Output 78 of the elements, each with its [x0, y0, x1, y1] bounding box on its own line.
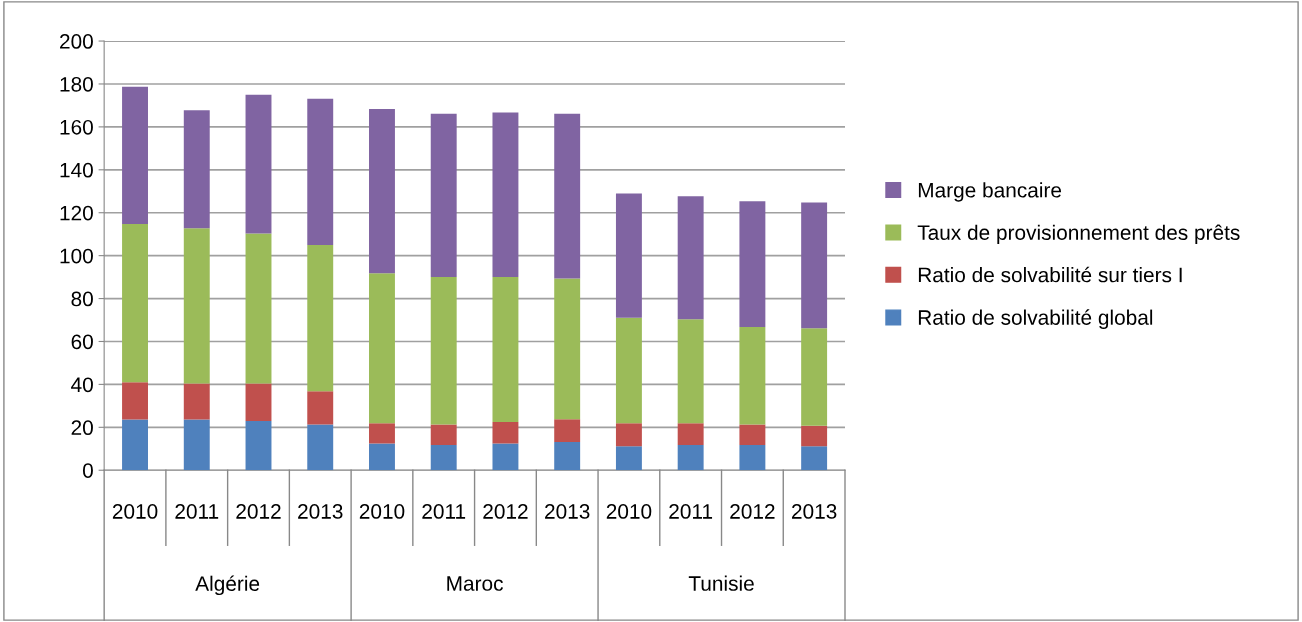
bar: [307, 424, 334, 471]
x-tick-label: 2012: [730, 504, 775, 519]
bar: [183, 383, 210, 420]
bar: [183, 419, 210, 471]
bar: [615, 423, 642, 447]
bar: [615, 446, 642, 471]
x-tick-label: 2013: [545, 504, 590, 519]
bar: [554, 113, 581, 279]
bar: [615, 193, 642, 318]
bar: [245, 233, 272, 384]
bar: [369, 273, 395, 424]
bar: [122, 419, 148, 471]
bar: [801, 328, 828, 426]
legend-label: Taux de provisionnement des prêts: [917, 224, 1240, 245]
x-tick-label: 2011: [175, 504, 219, 519]
bar: [245, 420, 272, 471]
y-tick-label: 20: [71, 420, 93, 436]
bar: [430, 424, 457, 446]
bar: [369, 109, 395, 274]
x-tick-label: 2010: [359, 504, 405, 519]
x-tick-label: 2012: [483, 504, 528, 519]
x-tick-label: 2012: [236, 504, 281, 519]
legend-label: Ratio de solvabilité sur tiers I: [918, 266, 1182, 283]
bar: [677, 196, 704, 320]
bar: [739, 326, 766, 425]
text: Tunisie: [688, 575, 754, 591]
bar: [739, 424, 766, 446]
legend-label: Marge bancaire: [918, 182, 1062, 202]
bar: [739, 445, 766, 471]
bar: [677, 445, 704, 471]
y-tick-label: 100: [60, 248, 93, 264]
bar: [430, 445, 457, 471]
bar: [307, 391, 334, 425]
bar: [183, 228, 210, 384]
x-tick-label: 2011: [422, 504, 466, 519]
y-tick-label: 0: [82, 463, 93, 478]
text: Algérie: [195, 575, 260, 596]
bar: [492, 443, 519, 471]
bar: [369, 443, 395, 471]
x-tick-label: 2010: [606, 504, 652, 519]
x-tick-label: 2010: [112, 504, 158, 519]
bar: [307, 98, 334, 245]
bar: [430, 277, 457, 425]
bar: [369, 423, 395, 444]
y-tick-label: 180: [60, 76, 93, 92]
bar: [245, 94, 272, 234]
bar: [677, 319, 704, 424]
y-tick-label: 120: [60, 205, 93, 221]
x-tick-label: 2013: [298, 504, 343, 519]
bar: [307, 244, 334, 392]
bar: [801, 425, 828, 447]
bar: [122, 382, 148, 420]
bar: [122, 86, 148, 225]
bar: [739, 201, 766, 327]
y-tick-label: 140: [60, 162, 93, 178]
bar: [801, 202, 828, 329]
bar: [492, 112, 519, 278]
legend-label: Ratio de solvabilité global: [918, 309, 1153, 330]
bar: [801, 446, 828, 471]
bar: [492, 421, 519, 444]
bar: [430, 113, 457, 278]
y-tick-label: 160: [60, 119, 93, 135]
text: Maroc: [447, 576, 503, 591]
x-tick-label: 2011: [669, 504, 713, 519]
bar: [122, 224, 148, 383]
bar: [245, 383, 272, 421]
bar: [615, 317, 642, 424]
y-tick-label: 40: [71, 377, 93, 393]
bar: [492, 277, 519, 422]
y-tick-label: 200: [60, 34, 93, 49]
bar: [554, 278, 581, 420]
bar: [554, 442, 581, 471]
bar: [677, 423, 704, 446]
x-tick-label: 2013: [792, 504, 837, 519]
y-tick-label: 80: [71, 291, 93, 307]
bar: [554, 419, 581, 443]
y-tick-label: 60: [71, 334, 93, 350]
bar: [183, 110, 210, 229]
